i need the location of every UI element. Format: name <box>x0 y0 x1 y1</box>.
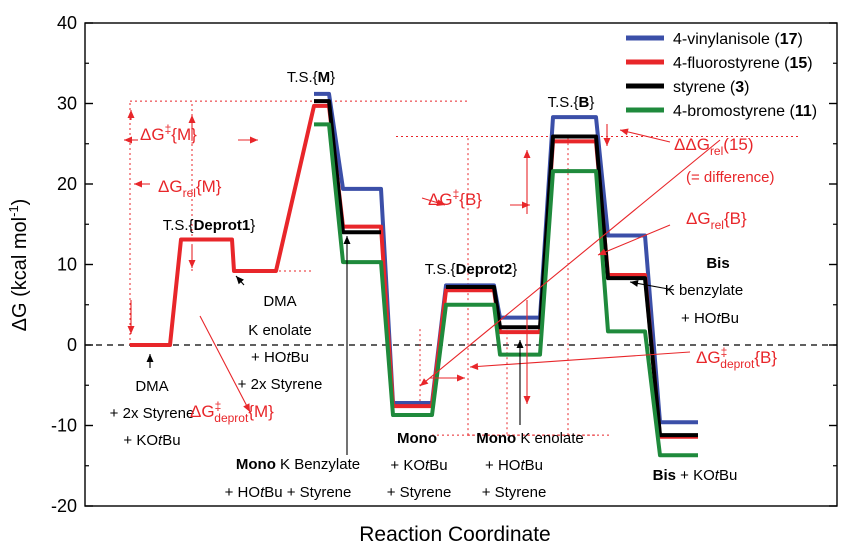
svg-text:+ Styrene: + Styrene <box>387 484 452 501</box>
dg-m-annotation: ΔG‡{M} <box>140 122 197 144</box>
dgdep-b-annotation: ΔG‡ deprot{B} <box>696 345 777 371</box>
annotation-arrow-head <box>250 136 258 144</box>
annotation-arrow-head <box>134 180 142 188</box>
svg-text:+ HOtBu: + HOtBu <box>251 349 309 366</box>
legend-entry-red: 4-fluorostyrene (15) <box>673 55 813 72</box>
svg-text:+ Styrene: + Styrene <box>482 484 547 501</box>
x-axis-label: Reaction Coordinate <box>359 523 550 546</box>
ts-deprot2-label: T.S.{Deprot2} <box>425 261 518 278</box>
svg-text:Mono: Mono <box>397 430 437 447</box>
annotation-arrow-line <box>597 224 671 256</box>
svg-text:Mono K enolate: Mono K enolate <box>476 430 584 447</box>
annotation-arrow-head <box>146 354 154 362</box>
legend-name: 4-fluorostyrene ( <box>673 55 790 72</box>
dgrel-m-annotation: ΔGrel{M} <box>158 177 222 200</box>
annotation-arrow-head <box>127 326 135 334</box>
annotation-arrow-head <box>620 128 629 136</box>
svg-text:+ HOtBu: + HOtBu <box>485 457 543 474</box>
annotation-arrow-head <box>523 150 531 158</box>
svg-text:Mono K Benzylate: Mono K Benzylate <box>236 456 360 473</box>
legend-entry-black: styrene (3) <box>673 79 749 96</box>
svg-text:DMA: DMA <box>263 293 296 310</box>
svg-text:+ KOtBu: + KOtBu <box>123 432 180 449</box>
series-line-red <box>130 103 698 439</box>
legend-name: 4-bromostyrene ( <box>673 103 795 120</box>
annotation-arrow-head <box>436 199 445 207</box>
mono-benzylate-label: Mono K Benzylate + HOtBu + Styrene <box>225 456 360 501</box>
svg-text:+ HOtBu + Styrene: + HOtBu + Styrene <box>225 484 352 501</box>
legend-entry-blue: 4-vinylanisole (17) <box>673 31 803 48</box>
legend-compound-number: 11 <box>795 103 812 120</box>
annotation-arrow-head <box>188 260 196 268</box>
svg-text:K benzylate: K benzylate <box>665 282 743 299</box>
legend-close: ) <box>744 79 749 96</box>
annotation-arrow-head <box>523 396 531 404</box>
annotation-arrow-line <box>199 315 251 413</box>
annotation-arrow-head <box>124 136 132 144</box>
legend-compound-number: 15 <box>790 55 808 72</box>
svg-text:K enolate: K enolate <box>248 322 311 339</box>
series-line-green <box>314 122 698 458</box>
legend-close: ) <box>798 31 803 48</box>
ts-b-label: T.S.{B} <box>548 94 595 111</box>
annotation-arrow-line <box>469 351 691 368</box>
enolate-label: DMA K enolate + HOtBu + 2x Styrene <box>238 293 323 393</box>
legend-close: ) <box>812 103 817 120</box>
svg-text:+ HOtBu: + HOtBu <box>681 310 739 327</box>
y-tick-label: -20 <box>51 496 77 516</box>
bis-label: Bis K benzylate + HOtBu <box>665 255 743 327</box>
annotation-arrow-head <box>243 403 250 412</box>
bis-end-label: Bis + KOtBu <box>653 467 738 484</box>
svg-text:Bis: Bis <box>706 255 729 272</box>
start-label: DMA + 2x Styrene + KOtBu <box>110 378 195 449</box>
svg-text:DMA: DMA <box>135 378 168 395</box>
mono-label: Mono + KOtBu + Styrene <box>387 430 452 501</box>
legend-name: 4-vinylanisole ( <box>673 31 780 48</box>
series-line-blue <box>314 91 698 425</box>
annotation-arrow-head <box>457 374 465 382</box>
y-tick-label: 0 <box>67 335 77 355</box>
y-tick-label: -10 <box>51 416 77 436</box>
y-tick-label: 20 <box>57 174 77 194</box>
legend-compound-number: 17 <box>780 31 798 48</box>
annotation-arrows <box>124 110 721 455</box>
y-tick-label: 30 <box>57 94 77 114</box>
annotation-arrow-head <box>516 340 524 348</box>
annotation-arrow-head <box>470 362 479 370</box>
annotation-arrow-head <box>630 279 639 287</box>
dgdep-m-annotation: ΔG‡ deprot{M} <box>190 399 274 425</box>
annotation-arrow-head <box>420 378 429 386</box>
mono-enolate-label: Mono K enolate + HOtBu + Styrene <box>476 430 584 501</box>
series-line-black <box>314 99 698 438</box>
annotation-arrow-head <box>522 201 530 209</box>
annotation-arrow-line <box>619 129 671 143</box>
y-tick-label: 10 <box>57 255 77 275</box>
annotation-arrow-head <box>343 236 351 244</box>
annotation-arrow-head <box>188 115 196 123</box>
legend-name: styrene ( <box>673 79 736 96</box>
annotation-arrow-head <box>598 248 607 256</box>
annotation-arrow-line <box>419 139 721 387</box>
axes: -20 -10 0 10 20 30 40 <box>51 13 838 516</box>
ts-m-label: T.S.{M} <box>287 69 335 86</box>
legend-compound-number: 3 <box>735 79 744 96</box>
y-tick-label: 40 <box>57 13 77 33</box>
legend: 4-vinylanisole (17)4-fluorostyrene (15)s… <box>626 31 817 120</box>
legend-close: ) <box>807 55 812 72</box>
svg-text:+ 2x Styrene: + 2x Styrene <box>238 376 323 393</box>
dg-b-annotation: ΔG‡{B} <box>428 187 482 209</box>
annotation-arrow-head <box>236 276 244 285</box>
legend-entry-green: 4-bromostyrene (11) <box>673 103 817 120</box>
svg-text:+ KOtBu: + KOtBu <box>390 457 447 474</box>
dgrel-b-annotation: ΔGrel{B} <box>686 209 747 232</box>
annotation-arrow-head <box>603 138 611 146</box>
ddg-note: (= difference) <box>686 169 775 186</box>
ddg-rel-annotation: ΔΔGrel(15) <box>674 135 754 158</box>
svg-text:+ 2x Styrene: + 2x Styrene <box>110 405 195 422</box>
series-lines <box>130 91 698 458</box>
y-axis-label: ΔG (kcal mol-1) <box>6 199 31 332</box>
ts-deprot1-label: T.S.{Deprot1} <box>163 217 256 234</box>
annotation-arrow-head <box>127 110 135 118</box>
